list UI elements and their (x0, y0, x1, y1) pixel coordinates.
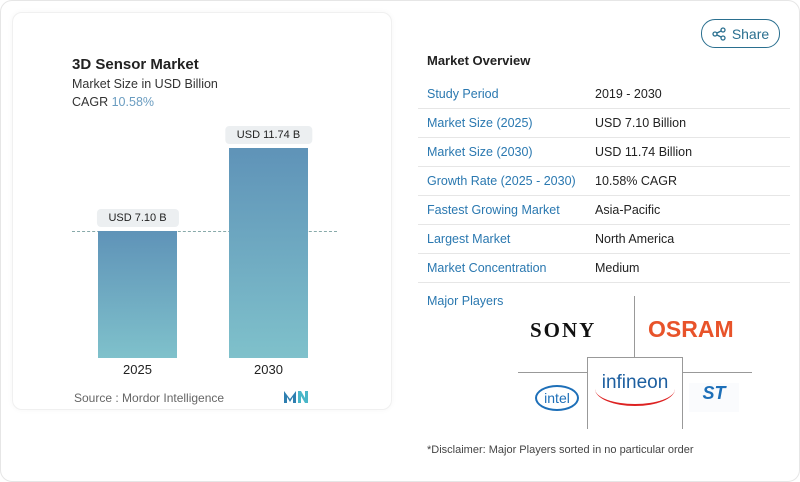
cagr-label: CAGR (72, 95, 109, 109)
share-button[interactable]: Share (701, 19, 780, 48)
cagr-value: 10.58% (111, 95, 155, 109)
row-label: Market Size (2030) (427, 145, 533, 159)
row-label: Market Concentration (427, 261, 547, 275)
row-value: Asia-Pacific (595, 203, 661, 217)
divider (518, 372, 588, 373)
source: Source : Mordor Intelligence (74, 391, 225, 405)
overview-row: Market Concentration Medium (418, 254, 790, 283)
divider (682, 372, 752, 373)
major-players-label: Major Players (427, 294, 504, 308)
row-value: 2019 - 2030 (595, 87, 662, 101)
overview-row: Largest Market North America (418, 225, 790, 254)
chart-subtitle: Market Size in USD Billion (72, 77, 218, 91)
overview-row: Growth Rate (2025 - 2030) 10.58% CAGR (418, 167, 790, 196)
infineon-logo: infineon (595, 372, 675, 406)
row-label: Largest Market (427, 232, 511, 246)
overview-title: Market Overview (427, 53, 531, 68)
row-value: Medium (595, 261, 640, 275)
cagr: CAGR 10.58% (72, 95, 154, 109)
row-label: Market Size (2025) (427, 116, 533, 130)
x-tick-label: 2030 (254, 362, 283, 377)
bar-2030 (229, 148, 308, 358)
overview-row: Market Size (2030) USD 11.74 Billion (418, 138, 790, 167)
osram-logo: OSRAM (648, 316, 734, 342)
chart-card (12, 12, 392, 410)
data-label: USD 11.74 B (224, 126, 313, 144)
row-value: North America (595, 232, 675, 246)
infineon-box (587, 357, 683, 429)
row-label: Study Period (427, 87, 499, 101)
overview-row: Fastest Growing Market Asia-Pacific (418, 196, 790, 225)
share-label: Share (731, 25, 770, 42)
row-label: Fastest Growing Market (427, 203, 560, 217)
x-tick-label: 2025 (123, 362, 152, 377)
divider (634, 296, 635, 358)
disclaimer: *Disclaimer: Major Players sorted in no … (427, 444, 694, 456)
row-value: USD 7.10 Billion (595, 116, 687, 130)
share-icon (712, 26, 726, 41)
row-value: 10.58% CAGR (595, 174, 677, 188)
row-value: USD 11.74 Billion (595, 145, 693, 159)
row-label: Growth Rate (2025 - 2030) (427, 174, 576, 188)
sony-logo: SONY (530, 318, 597, 342)
intel-logo: intel (535, 385, 579, 411)
st-logo: ST (689, 383, 739, 412)
data-label: USD 7.10 B (96, 208, 179, 227)
overview-row: Market Size (2025) USD 7.10 Billion (418, 109, 790, 138)
chart-title: 3D Sensor Market (72, 56, 199, 73)
overview-row: Study Period 2019 - 2030 (418, 80, 790, 109)
mordor-logo-icon (284, 391, 308, 403)
reference-line (72, 231, 337, 232)
bar-2025 (98, 230, 177, 358)
